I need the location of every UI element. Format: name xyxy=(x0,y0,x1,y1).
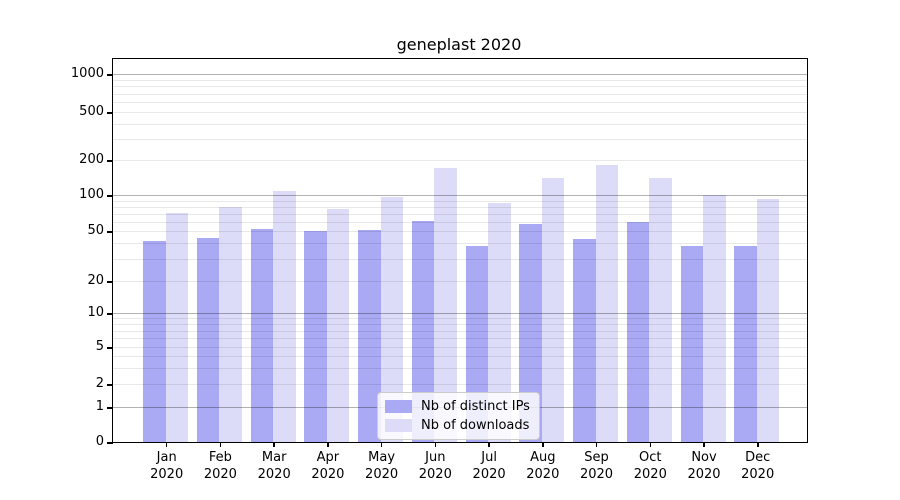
bar-sep-distinct-ips xyxy=(573,239,596,442)
bar-jan-distinct-ips xyxy=(143,240,166,442)
y-tick-label: 10 xyxy=(87,305,104,320)
x-tick-label: Mar 2020 xyxy=(257,450,291,482)
bars-layer xyxy=(113,59,807,442)
y-tick-label: 50 xyxy=(87,223,104,238)
bar-jan-downloads xyxy=(165,212,189,442)
y-tick-label: 500 xyxy=(79,104,104,119)
x-tick-label: Jun 2020 xyxy=(418,450,452,482)
bar-may-downloads xyxy=(380,196,404,442)
plot-area: Nb of distinct IPs Nb of downloads xyxy=(112,58,808,443)
bar-apr-distinct-ips xyxy=(304,231,327,442)
y-tick-mark xyxy=(107,384,113,386)
x-tick-mark xyxy=(434,442,437,447)
y-tick-label: 5 xyxy=(95,339,104,354)
bar-aug-downloads xyxy=(541,178,565,442)
legend-swatch-downloads xyxy=(385,419,412,432)
x-tick-mark xyxy=(542,442,544,447)
legend-swatch-distinct-ips xyxy=(385,400,412,413)
bar-jun-downloads xyxy=(434,167,457,442)
y-tick-mark xyxy=(107,231,113,233)
x-tick-label: Nov 2020 xyxy=(687,450,721,482)
y-tick-label: 0 xyxy=(95,434,104,449)
x-tick-label: Sep 2020 xyxy=(579,450,614,482)
x-tick-mark xyxy=(327,442,329,447)
bar-oct-distinct-ips xyxy=(626,221,650,442)
y-tick-label: 1000 xyxy=(70,66,104,81)
bar-aug-distinct-ips xyxy=(519,224,542,442)
bar-apr-downloads xyxy=(326,208,350,442)
x-tick-mark xyxy=(273,442,275,447)
x-tick-mark xyxy=(649,442,651,447)
bar-mar-downloads xyxy=(273,190,296,442)
chart-title: geneplast 2020 xyxy=(396,35,522,54)
y-tick-label: 2 xyxy=(95,376,104,391)
x-tick-label: May 2020 xyxy=(365,450,399,482)
x-tick-mark xyxy=(595,442,598,447)
legend: Nb of distinct IPs Nb of downloads xyxy=(377,392,540,440)
x-tick-label: Aug 2020 xyxy=(526,450,560,482)
x-tick-label: Jan 2020 xyxy=(150,450,184,482)
legend-entry-distinct-ips: Nb of distinct IPs xyxy=(385,399,530,414)
bar-sep-downloads xyxy=(595,164,618,442)
bar-nov-downloads xyxy=(703,195,726,442)
y-tick-mark xyxy=(107,407,113,409)
x-tick-label: Jul 2020 xyxy=(472,450,506,482)
x-tick-label: Oct 2020 xyxy=(633,450,667,482)
bar-jul-downloads xyxy=(488,202,511,442)
bar-dec-distinct-ips xyxy=(734,246,757,442)
y-tick-mark xyxy=(107,160,113,162)
bar-feb-distinct-ips xyxy=(196,238,220,442)
y-tick-mark xyxy=(107,195,113,197)
bar-mar-distinct-ips xyxy=(250,229,274,442)
bar-oct-downloads xyxy=(649,178,672,442)
x-tick-mark xyxy=(165,442,168,447)
bar-jun-distinct-ips xyxy=(411,220,435,442)
x-tick-mark xyxy=(488,442,490,447)
x-tick-mark xyxy=(757,442,759,447)
legend-label-distinct-ips: Nb of distinct IPs xyxy=(421,399,530,414)
y-tick-label: 100 xyxy=(79,187,104,202)
bar-may-distinct-ips xyxy=(358,230,381,442)
y-tick-mark xyxy=(107,442,113,444)
x-tick-mark xyxy=(219,442,222,447)
y-tick-label: 1 xyxy=(95,399,104,414)
x-tick-label: Feb 2020 xyxy=(203,450,237,482)
x-tick-label: Apr 2020 xyxy=(311,450,345,482)
legend-label-downloads: Nb of downloads xyxy=(421,418,530,433)
y-tick-mark xyxy=(107,112,113,114)
y-tick-label: 20 xyxy=(87,273,104,288)
y-tick-mark xyxy=(107,313,113,315)
y-tick-mark xyxy=(107,74,113,76)
x-tick-label: Dec 2020 xyxy=(741,450,775,482)
legend-entry-downloads: Nb of downloads xyxy=(385,418,530,433)
x-tick-mark xyxy=(380,442,383,447)
y-tick-mark xyxy=(107,281,113,283)
y-tick-label: 200 xyxy=(79,152,104,167)
y-tick-mark xyxy=(107,347,113,349)
bar-feb-downloads xyxy=(219,207,242,442)
bar-dec-downloads xyxy=(756,198,780,442)
bar-nov-distinct-ips xyxy=(680,246,703,442)
x-tick-mark xyxy=(703,442,705,447)
